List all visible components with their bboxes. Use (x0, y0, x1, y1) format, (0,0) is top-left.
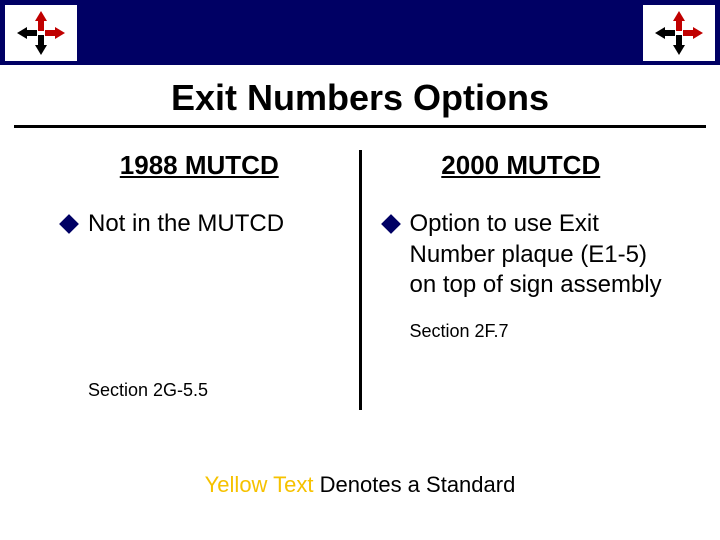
column-heading-2000: 2000 MUTCD (380, 150, 663, 181)
title-underline (14, 125, 706, 128)
footnote-yellow: Yellow Text (205, 472, 314, 497)
column-2000: 2000 MUTCD Option to use Exit Number pla… (362, 150, 681, 410)
intersection-arrows-icon (13, 9, 69, 57)
intersection-arrows-icon (651, 9, 707, 57)
slide-title: Exit Numbers Options (0, 77, 720, 119)
bullet-text: Not in the MUTCD (88, 209, 341, 240)
column-heading-1988: 1988 MUTCD (58, 150, 341, 181)
section-reference-left: Section 2G-5.5 (88, 380, 341, 401)
header-band (0, 0, 720, 65)
footnote-rest: Denotes a Standard (314, 472, 516, 497)
diamond-bullet-icon (59, 214, 79, 234)
bullet-text: Option to use Exit Number plaque (E1-5) … (410, 209, 663, 301)
section-reference-right: Section 2F.7 (410, 321, 663, 342)
logo-right (643, 5, 715, 61)
logo-left (5, 5, 77, 61)
bullet-item: Not in the MUTCD (58, 209, 341, 240)
bullet-item: Option to use Exit Number plaque (E1-5) … (380, 209, 663, 301)
comparison-columns: 1988 MUTCD Not in the MUTCD Section 2G-5… (0, 150, 720, 410)
diamond-bullet-icon (381, 214, 401, 234)
column-1988: 1988 MUTCD Not in the MUTCD Section 2G-5… (40, 150, 359, 410)
footnote: Yellow Text Denotes a Standard (0, 472, 720, 498)
